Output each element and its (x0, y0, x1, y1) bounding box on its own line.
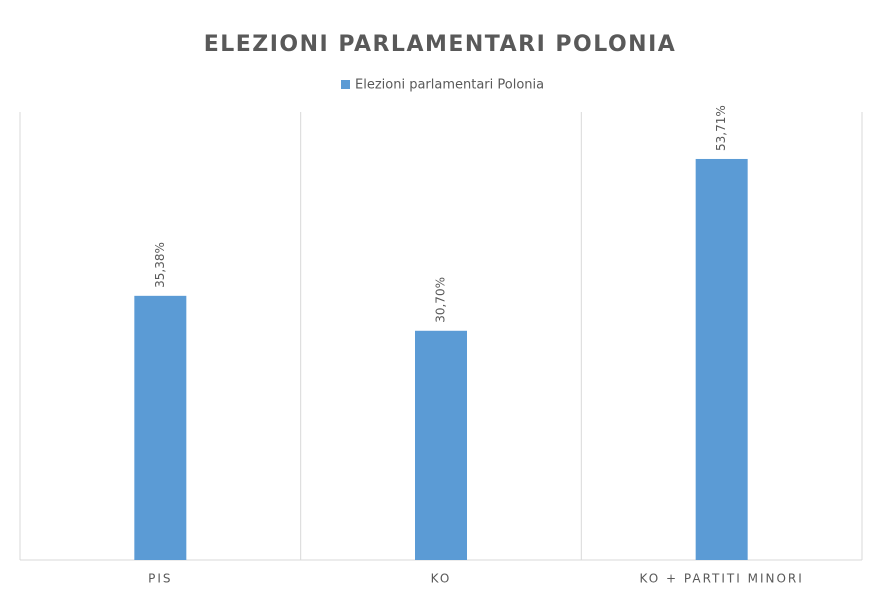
bar (695, 158, 748, 560)
bar (134, 295, 187, 560)
data-label: 30,70% (434, 277, 448, 323)
data-label: 53,71% (714, 105, 728, 151)
data-label: 35,38% (153, 242, 167, 288)
legend-swatch (341, 80, 350, 89)
legend-label: Elezioni parlamentari Polonia (355, 78, 544, 93)
x-tick-label: KO + PARTITI MINORI (640, 572, 804, 586)
x-tick-label: KO (431, 572, 452, 586)
bar (415, 330, 467, 560)
x-tick-label: PIS (148, 572, 172, 586)
chart-title: ELEZIONI PARLAMENTARI POLONIA (204, 32, 677, 57)
